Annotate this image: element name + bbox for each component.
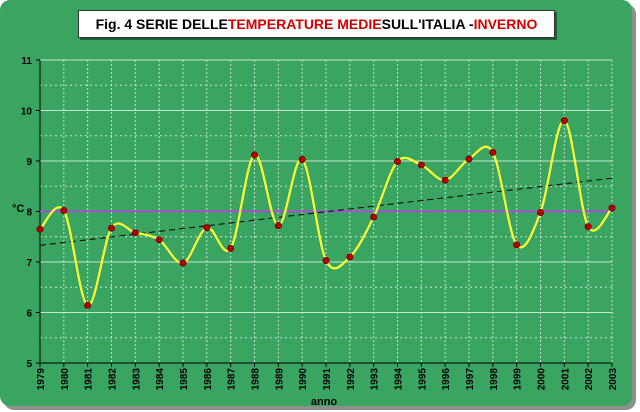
x-axis-label: anno [311, 396, 338, 408]
x-tick-label: 1985 [179, 368, 190, 391]
x-tick-label: 1981 [84, 368, 95, 391]
data-point [155, 236, 163, 244]
title-part-3: SULL'ITALIA - [381, 16, 474, 32]
chart-title: Fig. 4 SERIE DELLE TEMPERATURE MEDIE SUL… [78, 10, 555, 38]
x-tick-label: 1989 [274, 368, 285, 391]
data-point [393, 158, 401, 166]
data-point [84, 301, 92, 309]
x-tick-label: 1999 [513, 368, 524, 391]
x-tick-label: 1993 [370, 368, 381, 391]
x-tick-label: 2002 [584, 368, 595, 391]
series-layer [36, 117, 616, 309]
x-tick-label: 1987 [227, 368, 238, 391]
y-tick-label: 7 [26, 258, 32, 269]
data-point [584, 223, 592, 231]
axis-layer: 5 6 7 8 9 10 11 1979 1980 1981 1982 1983 1984 1985 198… [21, 56, 619, 390]
data-point [60, 206, 68, 214]
x-tick-label: 1994 [394, 368, 405, 391]
x-tick-label: 1979 [36, 368, 47, 391]
y-tick-label: 9 [26, 157, 32, 168]
x-tick-label: 1992 [346, 368, 357, 391]
data-point [203, 224, 211, 232]
y-tick-label: 10 [21, 107, 33, 118]
data-point [179, 259, 187, 267]
x-tick-label: 1984 [155, 368, 166, 391]
x-tick-label: 2001 [560, 368, 571, 391]
x-tick-label: 2003 [608, 368, 619, 391]
x-tick-label: 1991 [322, 368, 333, 391]
data-point [489, 148, 497, 156]
data-point [108, 224, 116, 232]
x-tick-label: 1988 [251, 368, 262, 391]
title-part-2: TEMPERATURE MEDIE [227, 16, 382, 32]
data-point [513, 241, 521, 249]
y-tick-label: 5 [26, 359, 32, 370]
x-tick-label: 1998 [489, 368, 500, 391]
data-point [608, 204, 616, 212]
data-point [465, 155, 473, 163]
data-point [227, 244, 235, 252]
data-point [251, 151, 259, 159]
data-point [536, 209, 544, 217]
x-tick-label: 1980 [60, 368, 71, 391]
data-point [441, 176, 449, 184]
data-point [131, 229, 139, 237]
x-tick-label: 1982 [108, 368, 119, 391]
data-point [274, 222, 282, 230]
data-point [370, 213, 378, 221]
data-point [36, 225, 44, 233]
data-point [322, 256, 330, 264]
data-point [560, 117, 568, 125]
y-tick-label: 6 [26, 309, 32, 320]
chart-frame: Fig. 4 SERIE DELLE TEMPERATURE MEDIE SUL… [0, 0, 632, 406]
x-tick-label: 1983 [131, 368, 142, 391]
x-tick-label: 2000 [537, 368, 548, 391]
title-part-1: Fig. 4 SERIE DELLE [95, 16, 228, 32]
data-point [346, 253, 354, 261]
data-point [417, 161, 425, 169]
x-tick-label: 1990 [298, 368, 309, 391]
y-tick-label: 8 [26, 208, 32, 219]
x-tick-label: 1986 [203, 368, 214, 391]
x-tick-label: 1996 [441, 368, 452, 391]
data-point [298, 155, 306, 163]
x-tick-label: 1997 [465, 368, 476, 391]
x-tick-label: 1995 [417, 368, 428, 391]
y-tick-label: 11 [21, 56, 32, 67]
title-part-4: INVERNO [473, 16, 538, 32]
y-axis-label: °C [12, 203, 24, 215]
